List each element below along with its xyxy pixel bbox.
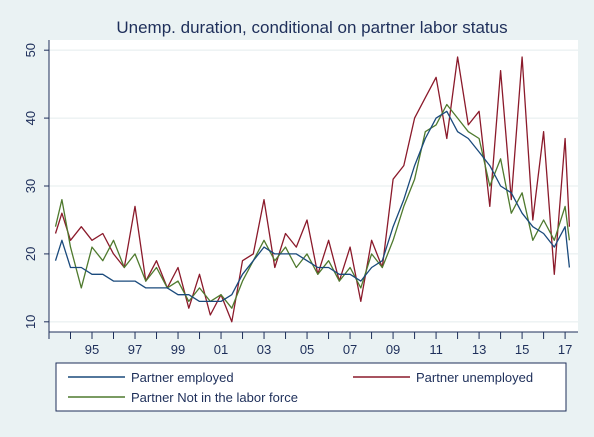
legend: Partner employed Partner unemployed Part… (55, 362, 567, 412)
legend-label-partner-employed: Partner employed (131, 370, 234, 385)
series-layer (54, 56, 571, 323)
y-tick-label: 50 (23, 43, 38, 57)
legend-label-partner-not-in-labor-force: Partner Not in the labor force (131, 390, 298, 405)
y-tick-label: 10 (23, 315, 38, 329)
series-line-partner-employed (54, 110, 571, 303)
x-tick-label: 13 (472, 342, 486, 357)
legend-box (55, 362, 567, 412)
x-tick-label: 01 (214, 342, 228, 357)
x-tick-label: 07 (343, 342, 357, 357)
x-tick-label: 99 (171, 342, 185, 357)
chart-title: Unemp. duration, conditional on partner … (116, 18, 507, 37)
x-tick-label: 15 (515, 342, 529, 357)
x-tick-label: 05 (300, 342, 314, 357)
x-tick-label: 97 (128, 342, 142, 357)
y-tick-label: 20 (23, 247, 38, 261)
y-tick-label: 30 (23, 179, 38, 193)
x-tick-label: 03 (257, 342, 271, 357)
legend-label-partner-unemployed: Partner unemployed (416, 370, 533, 385)
x-tick-label: 17 (558, 342, 572, 357)
y-tick-label: 40 (23, 111, 38, 125)
x-tick-label: 95 (85, 342, 99, 357)
x-tick-label: 09 (386, 342, 400, 357)
x-tick-label: 11 (429, 342, 443, 357)
y-axis: 10 20 30 40 50 (23, 40, 50, 332)
series-line-partner-unemployed (54, 56, 571, 323)
x-axis: 95 97 99 01 03 05 07 09 11 13 15 17 (48, 331, 578, 357)
